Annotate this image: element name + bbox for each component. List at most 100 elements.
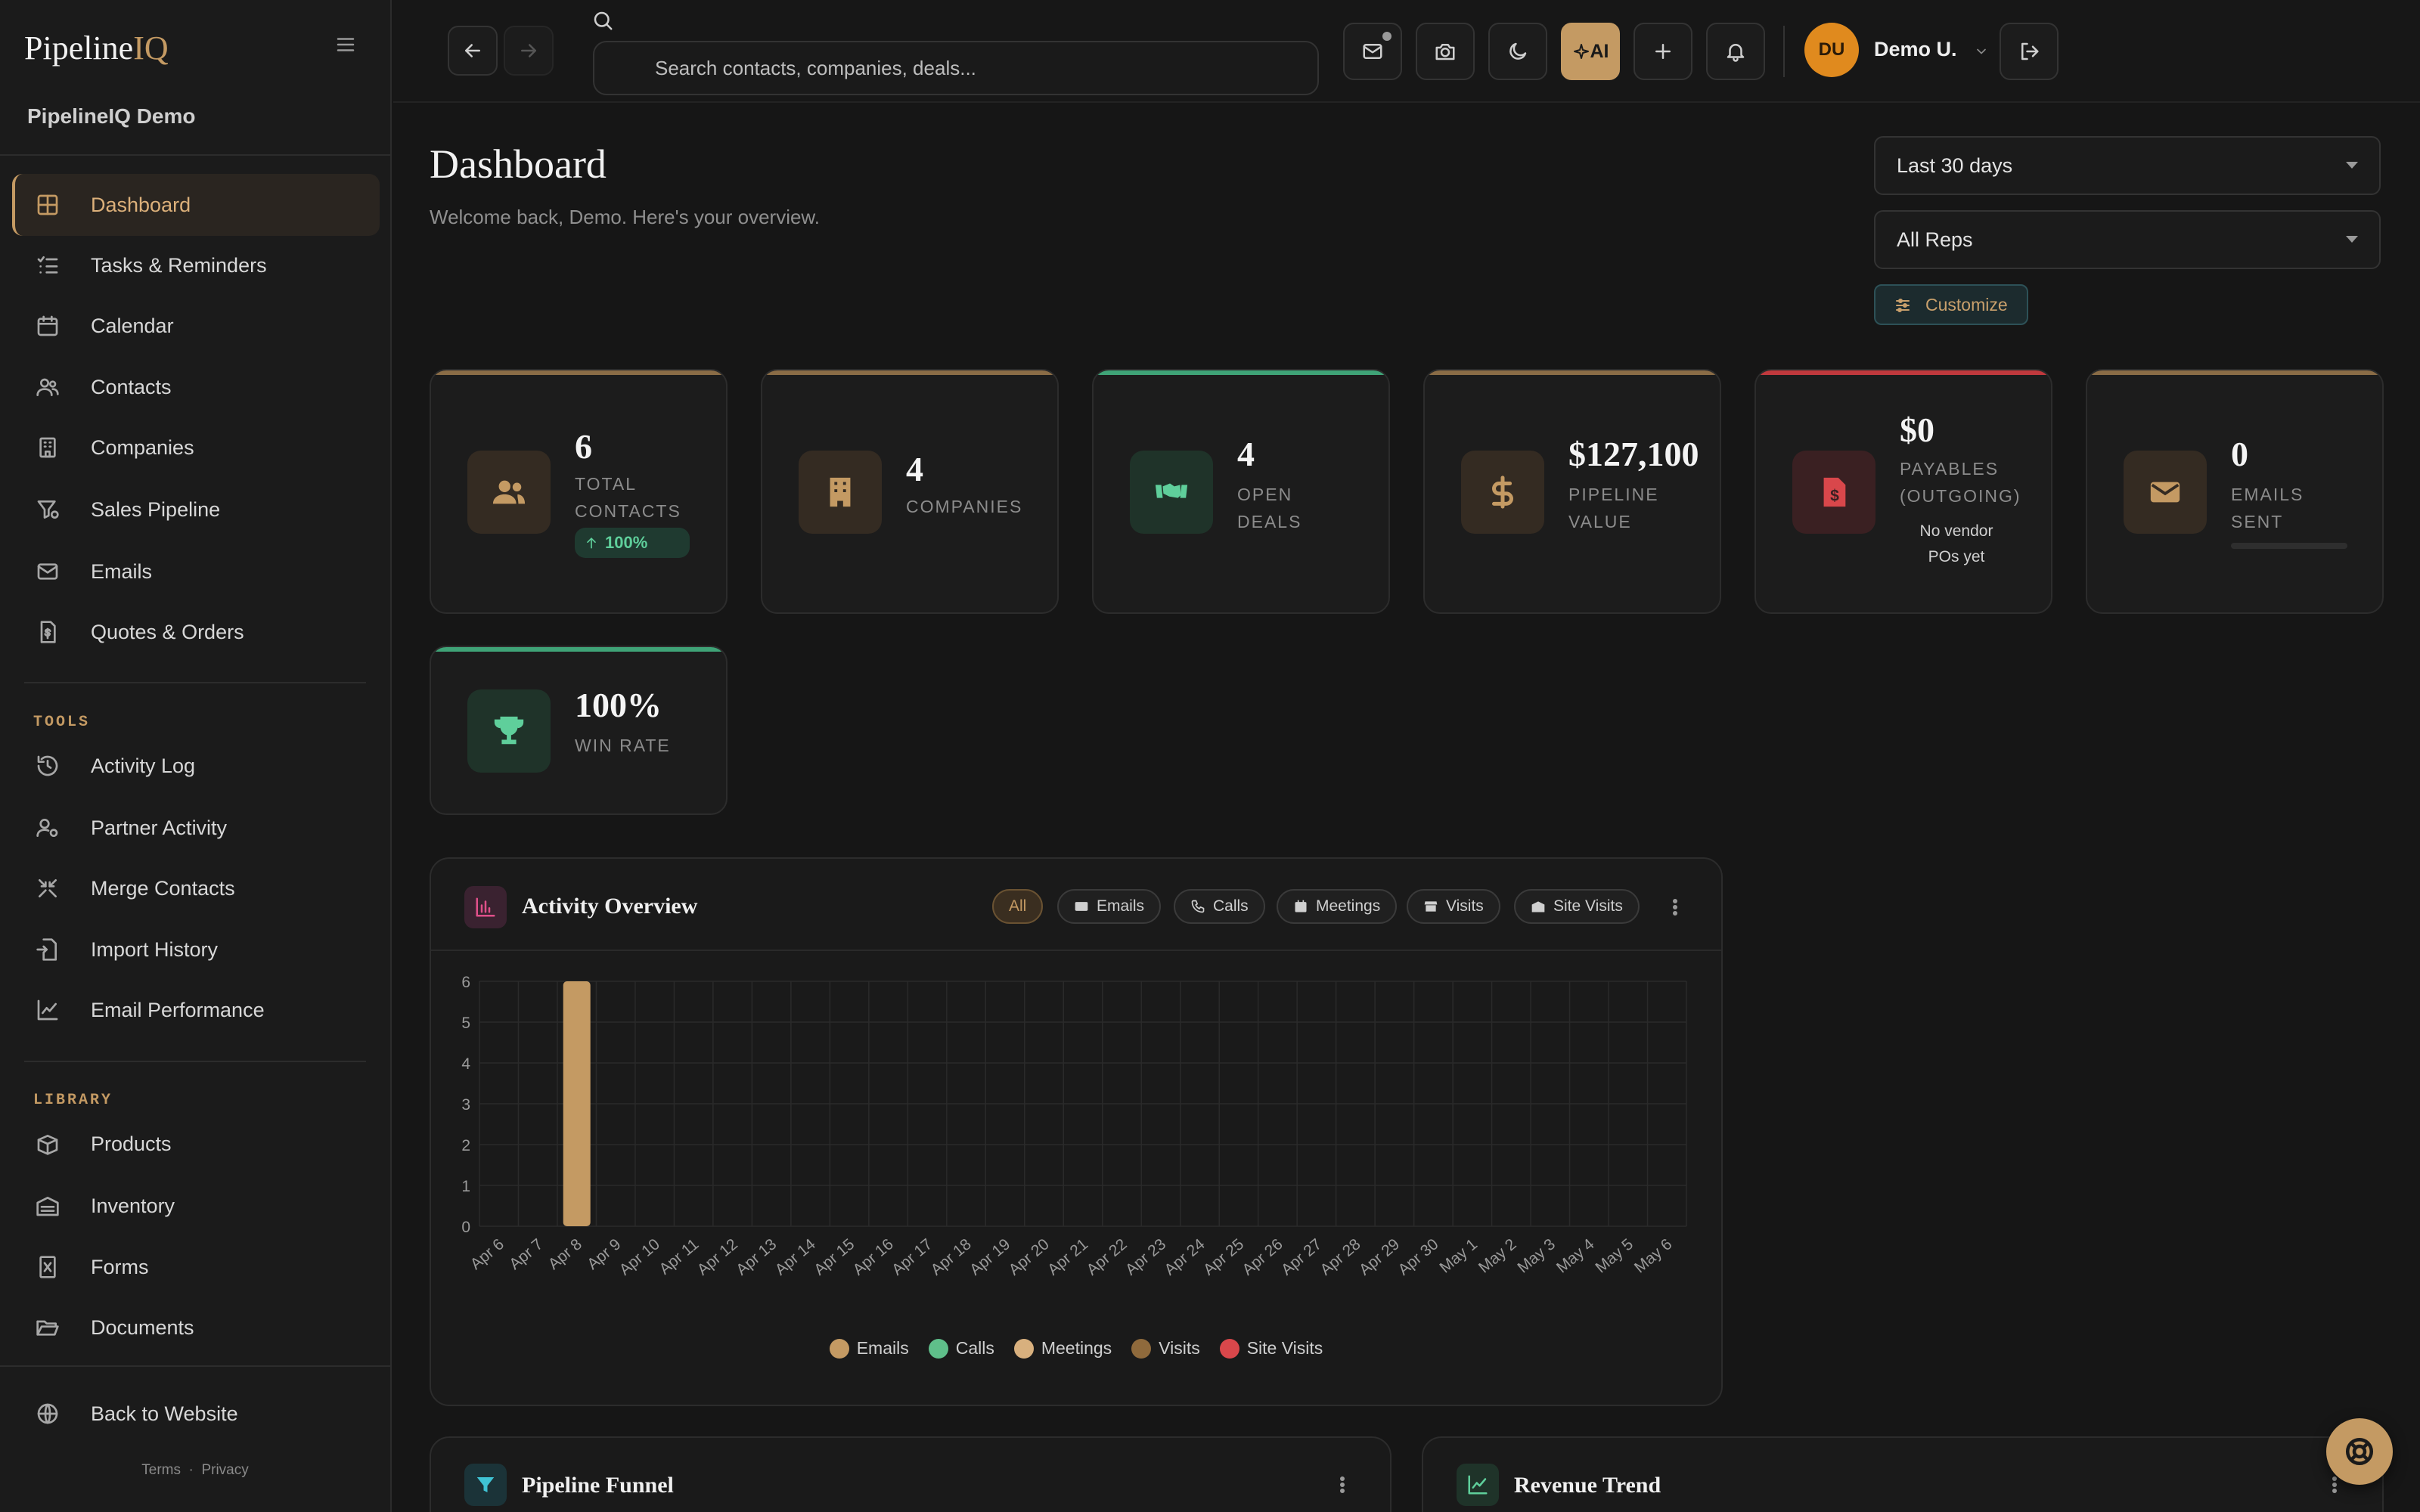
kpi-card-companies[interactable]: 4 COMPANIES [761,369,1059,614]
sidebar-item-contacts[interactable]: Contacts [12,356,380,418]
filter-emails[interactable]: Emails [1057,889,1162,924]
sidebar-item-merge-contacts[interactable]: Merge Contacts [12,857,380,919]
sliders-icon [1896,299,1910,312]
brand-logo[interactable]: PipelineIQ [24,29,169,67]
envelope-icon [1075,902,1088,911]
filter-meetings[interactable]: Meetings [1277,889,1398,924]
sidebar-item-activity-log[interactable]: Activity Log [12,735,380,797]
notifications-button[interactable] [1706,23,1765,80]
legend-item-visits[interactable]: Visits [1131,1338,1200,1359]
sidebar-item-emails[interactable]: Emails [12,541,380,603]
warehouse-icon [35,1193,60,1219]
sidebar-item-tasks[interactable]: Tasks & Reminders [12,234,380,296]
sidebar-item-documents[interactable]: Documents [12,1297,380,1359]
camera-icon [1435,44,1455,60]
help-button[interactable] [2326,1418,2393,1485]
checklist-icon [35,253,60,278]
kpi-card-open-deals[interactable]: 4 OPEN DEALS [1092,369,1390,614]
kpi-card-pipeline-value[interactable]: $127,100 PIPELINE VALUE [1423,369,1721,614]
more-options-icon[interactable] [2331,1470,2338,1500]
kpi-card-win-rate[interactable]: 100% WIN RATE [430,646,728,815]
more-options-icon[interactable] [1671,892,1679,922]
sidebar-divider [24,1061,366,1062]
sidebar-item-label: Sales Pipeline [91,497,221,521]
legend-item-emails[interactable]: Emails [829,1338,909,1359]
kpi-value: 4 [906,450,923,488]
bell-icon [1727,44,1745,62]
user-name[interactable]: Demo U. [1874,38,1957,60]
logout-button[interactable] [2000,23,2059,80]
filter-site-visits[interactable]: Site Visits [1514,889,1640,924]
legend-item-site-visits[interactable]: Site Visits [1219,1338,1323,1359]
sidebar-item-products[interactable]: Products [12,1113,380,1175]
filter-all[interactable]: All [992,889,1044,924]
kpi-value: 4 [1237,435,1255,473]
customize-label: Customize [1925,294,2008,314]
sidebar-item-email-performance[interactable]: Email Performance [12,979,380,1041]
filter-visits[interactable]: Visits [1407,889,1500,924]
camera-button[interactable] [1416,23,1475,80]
pipeline-funnel-panel: Pipeline Funnel [430,1436,1392,1512]
users-icon [467,451,551,534]
sidebar-item-import-history[interactable]: Import History [12,919,380,981]
kpi-card-emails-sent[interactable]: 0 EMAILS SENT [2086,369,2384,614]
sidebar-item-forms[interactable]: Forms [12,1236,380,1298]
moon-icon [1509,42,1527,60]
sidebar-divider [24,682,366,683]
sidebar-item-label: Products [91,1132,172,1155]
legend-item-calls[interactable]: Calls [928,1338,994,1359]
filter-calls[interactable]: Calls [1174,889,1265,924]
kpi-value: $0 [1900,411,1934,449]
date-range-select[interactable]: Last 30 days [1874,136,2381,195]
legend-item-meetings[interactable]: Meetings [1013,1338,1112,1359]
user-gear-icon [35,815,60,841]
x-tick-label: Apr 8 [545,1235,585,1273]
sidebar-item-partner-activity[interactable]: Partner Activity [12,797,380,859]
kpi-card-payables[interactable]: $ $0 PAYABLES (OUTGOING) No vendor POs yet [1754,369,2052,614]
reps-select[interactable]: All Reps [1874,210,2381,269]
avatar[interactable]: DU [1804,23,1859,77]
add-button[interactable] [1634,23,1692,80]
search-input[interactable]: Search contacts, companies, deals... [593,41,1319,95]
x-tick-label: Apr 18 [928,1235,975,1278]
x-tick-label: Apr 10 [616,1235,663,1278]
line-chart-icon [35,997,60,1023]
payables-note: No vendor POs yet [1919,522,1993,565]
x-tick-label: Apr 27 [1278,1235,1325,1278]
sidebar-item-calendar[interactable]: Calendar [12,295,380,357]
sidebar-item-back-to-website[interactable]: Back to Website [12,1383,380,1445]
x-tick-label: Apr 28 [1317,1235,1364,1278]
y-tick-label: 2 [461,1137,470,1154]
x-tick-label: May 3 [1514,1235,1559,1276]
ai-button[interactable]: AI [1561,23,1620,80]
box-open-icon [35,1131,60,1157]
merge-arrows-icon [35,875,60,901]
chevron-down-icon[interactable] [1974,44,1989,59]
sidebar-item-dashboard[interactable]: Dashboard [12,174,380,236]
theme-toggle-button[interactable] [1488,23,1547,80]
x-tick-label: Apr 21 [1044,1235,1091,1278]
customize-button[interactable]: Customize [1874,284,2028,325]
kpi-card-total-contacts[interactable]: 6 TOTAL CONTACTS 100% [430,369,728,614]
y-tick-label: 4 [461,1055,470,1073]
y-tick-label: 1 [461,1178,470,1195]
inbox-button[interactable] [1343,23,1402,80]
forward-button[interactable] [504,26,554,76]
privacy-link[interactable]: Privacy [201,1462,249,1478]
sidebar-item-companies[interactable]: Companies [12,417,380,479]
sidebar-item-label: Emails [91,559,153,583]
hamburger-menu-icon[interactable] [333,33,358,56]
terms-link[interactable]: Terms [141,1462,181,1478]
sidebar-item-inventory[interactable]: Inventory [12,1175,380,1237]
users-icon [35,374,60,400]
more-options-icon[interactable] [1339,1470,1346,1500]
funnel-dollar-icon [35,497,60,522]
page-subtitle: Welcome back, Demo. Here's your overview… [430,206,821,228]
bar-chart-icon [464,886,507,928]
sidebar-item-sales-pipeline[interactable]: Sales Pipeline [12,479,380,541]
sidebar-item-quotes-orders[interactable]: Quotes & Orders [12,601,380,663]
trophy-icon [467,689,551,773]
kpi-label: PAYABLES (OUTGOING) [1900,459,2021,506]
back-button[interactable] [448,26,498,76]
